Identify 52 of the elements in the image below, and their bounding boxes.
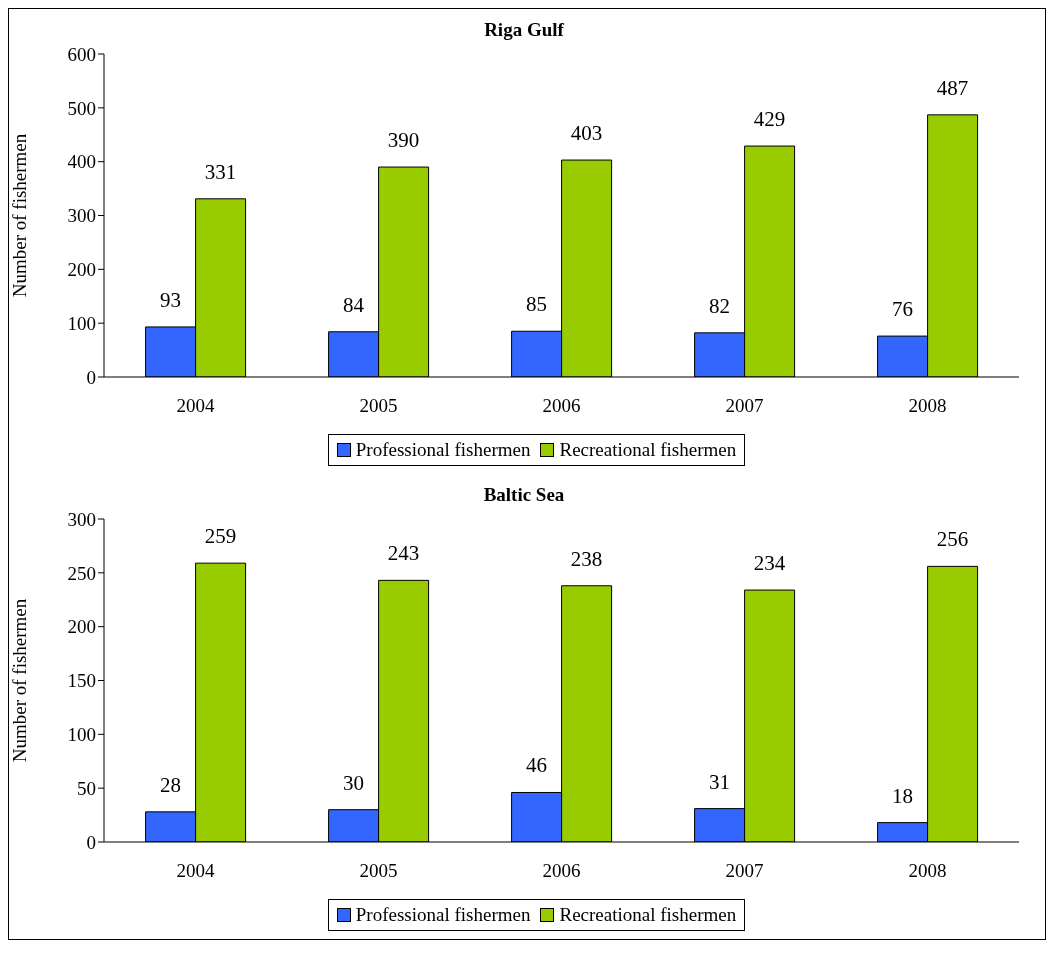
x-tick-label: 2005 — [359, 395, 398, 417]
x-tick-label: 2004 — [176, 860, 215, 882]
chart-title: Riga Gulf — [483, 19, 565, 41]
y-tick-label: 600 — [67, 43, 96, 65]
x-tick-label: 2006 — [542, 395, 581, 417]
y-axis-title: Number of fishermen — [8, 133, 30, 298]
data-label: 85 — [526, 292, 548, 317]
data-label: 390 — [387, 128, 420, 153]
data-label: 331 — [204, 159, 237, 184]
data-label: 82 — [709, 293, 731, 318]
y-axis-title: Number of fishermen — [8, 598, 30, 763]
y-tick-label: 200 — [67, 616, 96, 638]
data-label: 403 — [570, 121, 603, 146]
x-tick-label: 2007 — [725, 395, 764, 417]
y-tick-label: 200 — [67, 259, 96, 281]
data-label: 18 — [892, 783, 914, 808]
legend-label: Recreational fishermen — [558, 904, 737, 926]
data-label: 28 — [160, 772, 182, 797]
data-label: 234 — [753, 551, 786, 576]
data-label: 84 — [343, 292, 365, 317]
x-tick-label: 2005 — [359, 860, 398, 882]
y-tick-label: 500 — [67, 97, 96, 119]
data-label: 30 — [343, 770, 365, 795]
x-tick-label: 2008 — [908, 860, 947, 882]
data-label: 487 — [936, 75, 969, 100]
data-label: 256 — [936, 527, 969, 552]
y-tick-label: 150 — [67, 670, 96, 692]
y-tick-label: 50 — [77, 777, 96, 799]
y-tick-label: 400 — [67, 151, 96, 173]
data-label: 76 — [892, 297, 914, 322]
data-label: 238 — [570, 546, 603, 571]
y-tick-label: 300 — [67, 508, 96, 530]
x-tick-label: 2008 — [908, 395, 947, 417]
data-label: 93 — [160, 287, 182, 312]
data-label: 429 — [753, 107, 786, 132]
y-tick-label: 100 — [67, 312, 96, 334]
x-tick-label: 2006 — [542, 860, 581, 882]
legend-label: Professional fishermen — [354, 904, 531, 926]
y-tick-label: 0 — [86, 366, 96, 388]
x-tick-label: 2007 — [725, 860, 764, 882]
x-tick-label: 2004 — [176, 395, 215, 417]
legend-label: Recreational fishermen — [558, 439, 737, 461]
y-tick-label: 250 — [67, 562, 96, 584]
chart-title: Baltic Sea — [482, 484, 566, 506]
y-tick-label: 0 — [86, 831, 96, 853]
y-tick-label: 300 — [67, 205, 96, 227]
data-label: 31 — [709, 769, 731, 794]
y-tick-label: 100 — [67, 724, 96, 746]
data-label: 243 — [387, 541, 420, 566]
data-label: 46 — [526, 753, 548, 778]
data-label: 259 — [204, 524, 237, 549]
legend-label: Professional fishermen — [354, 439, 531, 461]
